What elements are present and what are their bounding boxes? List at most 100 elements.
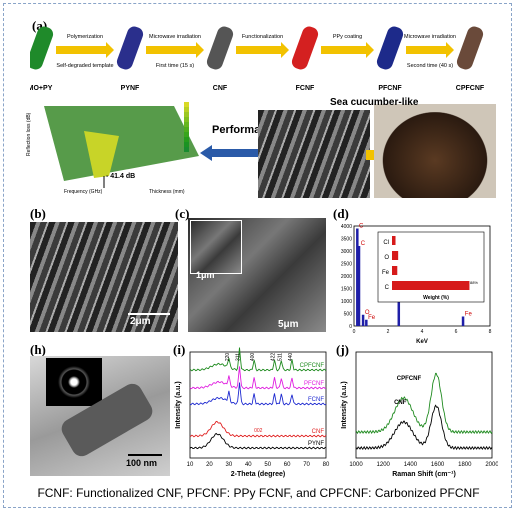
xrd-xtick: 50 [264,462,271,468]
weight-bar-o [392,251,399,260]
weight-bar-cl [392,236,396,245]
xrd-peak-label: 400 [250,353,256,362]
rl-zlabel: Reflection loss (dB) [26,112,32,156]
step-arrow [146,42,204,58]
nanofiber-pfcnf [376,26,404,70]
step-bottom-label: Second time (40 s) [407,63,453,69]
step-top-label: Functionalization [242,34,283,40]
eds-peak-label: Fe [465,312,473,318]
xrd-xtick: 40 [245,462,252,468]
xrd-series-line [189,420,327,438]
weight-category-c: C [385,285,390,291]
xrd-peak-label: 422 [271,353,277,362]
rl-colorbar-cell [184,137,189,142]
saed-inset [46,358,102,406]
rl-colorbar-cell [184,122,189,127]
scalebar-line-b [128,313,170,315]
stage-label: CPFCNF [456,85,485,92]
figure-caption: FCNF: Functionalized CNF, PFCNF: PPy FCN… [37,486,480,500]
weight-annotation: 88% [470,280,478,285]
xrd-series-line [189,382,327,406]
sem-image-b [30,222,178,332]
step-arrow [56,42,114,58]
step-bottom-label: First time (15 s) [156,63,194,69]
xrd-xtick: 60 [284,462,291,468]
eds-peak [356,228,359,326]
raman-xtick: 2000 [485,462,498,468]
rl-colorbar-cell [184,142,189,147]
raman-xtick: 1200 [377,462,391,468]
panel-label-j: (j) [336,342,349,357]
xrd-peak-label: 511 [277,353,283,361]
raman-xtick: 1800 [458,462,472,468]
performance-arrow [200,145,258,161]
xrd-xlabel: 2-Theta (degree) [231,471,285,478]
xrd-xtick: 80 [323,462,330,468]
xrd-series-line [189,347,327,372]
raman-series-line [355,404,493,451]
reflection-loss-3d-plot: - 41.4 dB Reflection loss (dB) Frequency (… [26,102,199,195]
eds-xtick: 0 [353,329,356,335]
rl-valley [84,131,119,178]
weight-category-cl: Cl [383,240,389,246]
weight-category-o: O [384,255,389,261]
step-top-label: Microwave irradiation [404,34,456,40]
xrd-series-label: PYNF [308,441,324,447]
step-top-label: Microwave irradiation [149,34,201,40]
scalebar-line-h [128,454,162,456]
rl-colorbar-cell [184,127,189,132]
xrd-peak-label: 440 [288,353,294,362]
eds-ytick: 1000 [341,299,352,305]
eds-peak-label: C [361,241,366,247]
stage-label: CNF [213,85,228,92]
synthesis-scheme: MO+PY PYNF CNF FCNF PFCNF CPFCNF Polymerizatio… [30,26,485,92]
xrd-frame [189,351,327,459]
step-arrow [236,42,289,58]
weight-category-fe: Fe [382,270,390,276]
step-bottom-label: Self-degraded template [56,63,113,69]
eds-peak [361,314,365,326]
xrd-xtick: 30 [226,462,233,468]
scalebar-h: 100 nm [126,458,158,468]
eds-ytick: 2500 [341,262,352,268]
panel-label-c: (c) [175,206,190,221]
rl-colorbar-cell [184,102,189,107]
step-arrow [406,42,454,58]
xrd-series-label: CNF [312,429,325,435]
xrd-ylabel: Intensity (a.u.) [175,381,182,428]
rl-colorbar-cell [184,112,189,117]
eds-ytick: 3500 [341,237,352,243]
xrd-xtick: 20 [206,462,213,468]
rl-xlabel: Frequency (GHz) [64,189,103,195]
panel-label-b: (b) [30,206,46,221]
rl-colorbar-cell [184,117,189,122]
raman-xtick: 1400 [404,462,418,468]
step-top-label: PPy coating [333,34,362,40]
stage-label: PFCNF [378,85,402,92]
weight-bar-c [392,281,470,290]
nanofiber-mopy [30,26,54,70]
xrd-series-line [189,432,327,450]
nanofiber-fcnf [291,26,319,70]
raman-series-line [355,372,493,435]
eds-ytick: 0 [349,324,352,330]
stage-label: FCNF [296,85,315,92]
xrd-chart: 10 20 30 40 50 60 70 80 2-Theta (degree) Intensit… [175,347,330,478]
sea-cucumber-label: Sea cucumber-like [330,97,419,108]
raman-ylabel: Intensity (a.u.) [341,381,348,428]
eds-xtick: 2 [387,329,390,335]
panel-label-h: (h) [30,342,46,357]
panel-label-d: (d) [333,206,349,221]
eds-xtick: 4 [421,329,424,335]
xrd-series-label: FCNF [308,397,324,403]
step-top-label: Polymerization [67,34,103,40]
scalebar-c-small: 1μm [196,270,215,280]
raman-xlabel: Raman Shift (cm⁻¹) [392,471,456,478]
rl-min-label: - 41.4 dB [106,173,135,180]
eds-xtick: 6 [455,329,458,335]
sem-inset-c [190,220,242,274]
scalebar-b: 2μm [130,316,151,327]
eds-ytick: 1500 [341,287,352,293]
rl-colorbar-cell [184,132,189,137]
xrd-peak-label: 220 [225,353,231,362]
